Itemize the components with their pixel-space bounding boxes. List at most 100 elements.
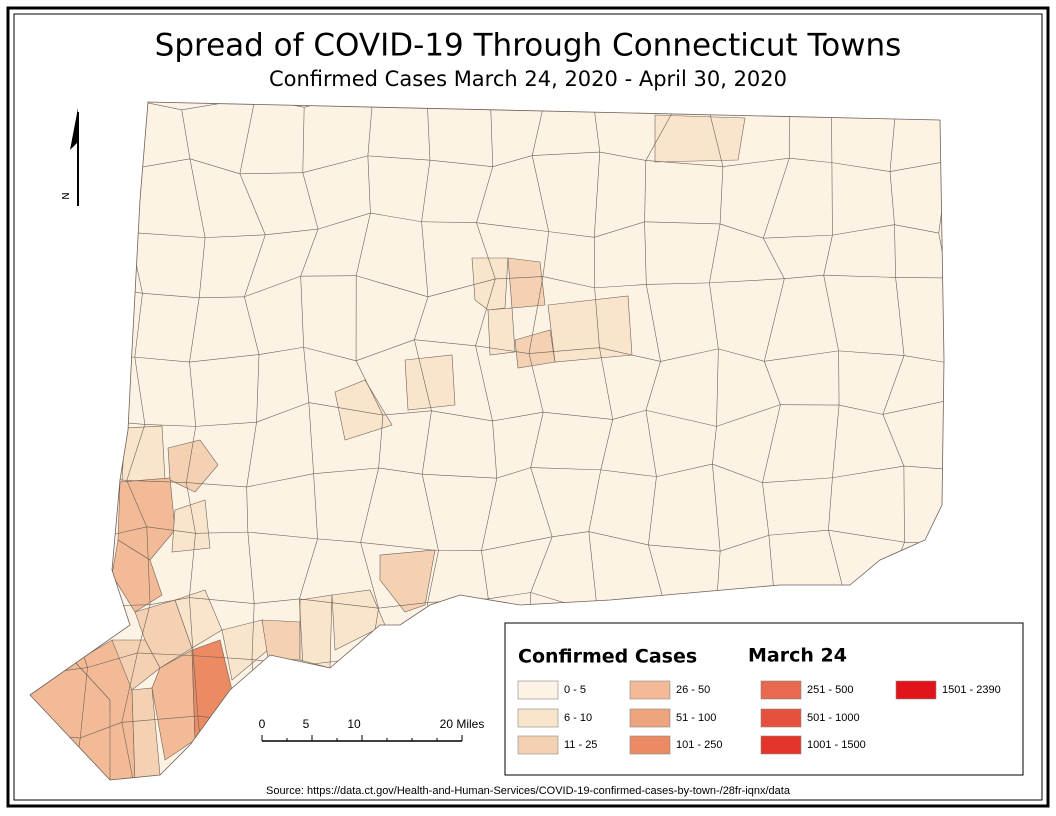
town-boundary [63,278,143,294]
town-boundary [939,112,944,162]
town-boundary [195,531,248,534]
town-boundary [63,418,79,474]
town-boundary [823,274,896,278]
town-boundary [947,278,949,363]
town-boundary [121,652,138,723]
town-boundary [894,224,896,278]
town-boundary [355,213,371,276]
town-boundary [313,473,318,539]
town-boundary [894,224,939,234]
town-boundary [492,155,533,167]
town-boundary [903,465,944,470]
town-boundary [612,409,647,420]
legend-swatch [895,680,937,700]
town-boundary [936,544,944,599]
town-boundary [300,276,304,348]
town-boundary [31,411,35,477]
town-boundary [186,482,247,488]
town-boundary [593,152,601,238]
town [74,639,136,780]
town-boundary [543,411,613,420]
town-boundary [66,607,88,668]
town-boundary [838,404,883,415]
town-boundary [258,346,304,355]
town-boundary [718,348,765,362]
town-boundary [251,603,255,660]
town-boundary [588,531,649,546]
town-boundary [712,426,717,465]
town-boundary [244,234,266,297]
legend-date: March 24 [748,645,847,667]
town-boundary [299,598,304,666]
town-boundary [644,221,721,225]
town-boundary [588,469,602,532]
town [654,114,746,163]
town-boundary [548,231,595,238]
town-boundary [247,531,318,540]
town-boundary [181,109,191,159]
state-base [30,102,944,780]
legend-swatch [517,680,559,700]
town-boundary [33,473,65,478]
town-boundary [198,237,206,298]
town-boundary [246,486,249,533]
town-boundary [427,278,496,298]
town [404,354,456,411]
town-boundary [492,411,544,422]
town-boundary [125,102,135,170]
town-boundary [189,158,206,238]
town-boundary [303,347,310,403]
town-boundary [80,722,122,739]
legend-label: 26 - 50 [676,684,710,696]
town-boundary [594,221,645,238]
town-boundary [205,234,266,238]
town-boundary [889,171,895,225]
town-boundary [882,355,905,415]
town-boundary [481,478,498,551]
town-boundary [134,293,143,358]
town-boundary [299,598,379,609]
town [334,379,393,441]
town-boundary [126,480,187,483]
town-boundary [542,231,549,277]
town-boundary [189,533,196,598]
town-boundary [832,404,840,478]
town-boundary [645,410,657,477]
town-boundary [660,348,719,362]
town-boundary [889,784,935,788]
town-boundary [360,542,379,609]
town-boundary [528,347,600,354]
town-boundary [246,422,257,488]
town-boundary [528,353,544,413]
town-boundary [784,274,824,280]
legend-swatch [629,708,671,728]
town-boundary [490,91,545,100]
town-boundary [79,158,126,171]
town-boundary [30,218,33,283]
town-boundary [895,277,905,356]
town-boundary [146,526,151,605]
town-boundary [189,297,200,363]
town-boundary [599,347,661,362]
town-boundary [360,467,379,543]
town-boundary [134,356,190,363]
outer-frame [6,6,1050,808]
town-boundary [763,278,785,362]
state-outline [29,101,945,781]
town-boundary [645,409,717,427]
town-boundary [308,402,383,416]
town-boundary [355,360,384,416]
town-boundary [530,467,601,471]
town-boundary [304,102,374,108]
town-boundary [370,657,372,719]
town-boundary [645,361,661,411]
town-boundary [64,473,127,481]
town-boundary [300,228,319,277]
town-boundary [762,482,770,536]
legend-label: 1501 - 2390 [942,684,1001,696]
town-boundary [646,282,710,285]
town-boundary [189,354,260,363]
town-boundary [588,531,598,613]
town-boundary [421,221,429,297]
legend-swatch [517,735,559,755]
